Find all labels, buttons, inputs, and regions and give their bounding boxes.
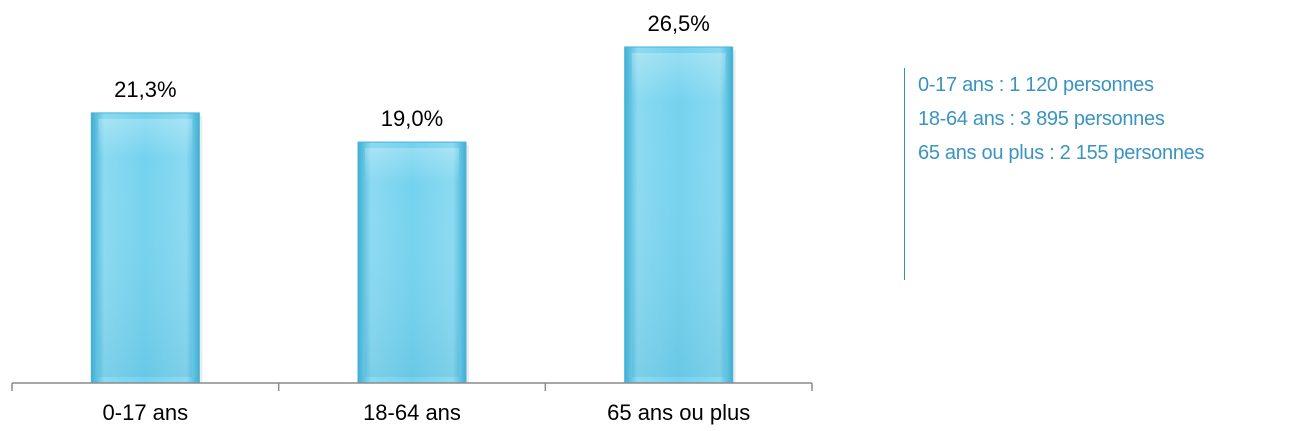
bar-bevel-0-17-ans xyxy=(98,118,193,377)
bar-bevel-18-64-ans xyxy=(365,148,459,377)
tick-label-65-ans-ou-plus: 65 ans ou plus xyxy=(607,400,750,425)
labels-layer: 21,3% 0-17 ans 19,0% 18-64 ans 26,5% 65 ans o… xyxy=(103,11,751,425)
tick-label-0-17-ans: 0-17 ans xyxy=(103,400,189,425)
value-label-65-ans-ou-plus: 26,5% xyxy=(647,11,709,36)
tick-label-18-64-ans: 18-64 ans xyxy=(363,400,461,425)
value-label-0-17-ans: 21,3% xyxy=(114,77,176,102)
x-axis xyxy=(11,382,813,391)
value-label-18-64-ans: 19,0% xyxy=(381,106,443,131)
bar-chart: 21,3% 0-17 ans 19,0% 18-64 ans 26,5% 65 ans o… xyxy=(11,11,813,425)
legend-line-65-plus: 65 ans ou plus : 2 155 personnes xyxy=(918,142,1205,164)
bars-layer xyxy=(90,46,736,384)
legend-line-18-64: 18-64 ans : 3 895 personnes xyxy=(918,108,1165,130)
legend-panel: 0-17 ans : 1 120 personnes 18-64 ans : 3… xyxy=(904,68,1284,280)
bar-bevel-65-ans-ou-plus xyxy=(631,52,726,377)
legend-line-0-17: 0-17 ans : 1 120 personnes xyxy=(918,74,1154,96)
